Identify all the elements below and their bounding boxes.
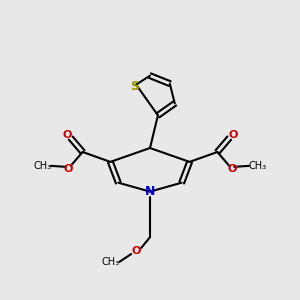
Text: S: S	[130, 80, 139, 93]
Text: O: O	[227, 164, 237, 174]
Text: CH₃: CH₃	[249, 161, 267, 171]
Text: O: O	[62, 130, 71, 140]
Text: CH₃: CH₃	[34, 161, 52, 171]
Text: O: O	[229, 130, 238, 140]
Text: O: O	[63, 164, 73, 174]
Text: CH₃: CH₃	[101, 257, 119, 267]
Text: N: N	[145, 185, 155, 198]
Text: O: O	[131, 246, 141, 256]
